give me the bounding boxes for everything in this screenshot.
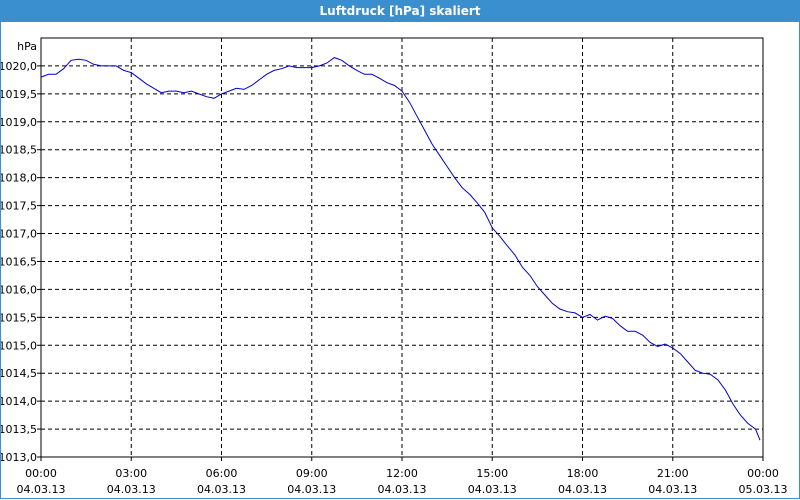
x-tick-date-label: 05.03.13 (739, 483, 788, 496)
x-tick-date-label: 04.03.13 (468, 483, 517, 496)
x-tick-date-label: 04.03.13 (197, 483, 246, 496)
series-group (40, 57, 761, 441)
y-tick-label: 1018,5 (1, 144, 37, 157)
x-tick-time-label: 09:00 (296, 467, 328, 480)
plot-border (40, 37, 764, 458)
x-tick-date-label: 04.03.13 (378, 483, 427, 496)
y-tick-label: 1020,0 (1, 60, 37, 73)
plot-area (41, 38, 763, 457)
y-tick-label: 1016,5 (1, 255, 37, 268)
y-axis-unit: hPa (17, 40, 37, 53)
y-tick-label: 1014,0 (1, 395, 37, 408)
y-tick-label: 1018,0 (1, 172, 37, 185)
y-tick-label: 1013,5 (1, 423, 37, 436)
y-tick-label: 1017,5 (1, 200, 37, 213)
y-tick-label: 1016,0 (1, 283, 37, 296)
x-tick-time-label: 03:00 (115, 467, 147, 480)
x-tick-date-label: 04.03.13 (558, 483, 607, 496)
y-tick-label: 1019,5 (1, 88, 37, 101)
x-tick-time-label: 21:00 (657, 467, 689, 480)
pressure-chart: hPa 1013,0 1013,5 1014,0 1014,5 1015,0 1015,5… (1, 37, 788, 496)
x-tick-time-label: 18:00 (567, 467, 599, 480)
axes (37, 37, 764, 461)
x-tick-date-label: 04.03.13 (17, 483, 66, 496)
x-tick-labels: 00:00 04.03.13 03:00 04.03.13 06:00 04.03.13 0… (17, 467, 788, 496)
y-tick-label: 1014,5 (1, 367, 37, 380)
y-tick-label: 1017,0 (1, 228, 37, 241)
x-tick-date-label: 04.03.13 (107, 483, 156, 496)
x-tick-time-label: 15:00 (476, 467, 508, 480)
y-tick-label: 1019,0 (1, 116, 37, 129)
y-tick-label: 1013,0 (1, 451, 37, 464)
y-tick-labels: 1013,0 1013,5 1014,0 1014,5 1015,0 1015,5 1016… (1, 60, 37, 464)
x-tick-time-label: 06:00 (206, 467, 238, 480)
series-line (40, 57, 761, 441)
chart-frame: hPa 1013,0 1013,5 1014,0 1014,5 1015,0 1015,5… (0, 22, 800, 499)
x-tick-time-label: 00:00 (747, 467, 779, 480)
grid-lines (41, 38, 763, 458)
x-tick-time-label: 12:00 (386, 467, 418, 480)
x-tick-date-label: 04.03.13 (287, 483, 336, 496)
y-tick-label: 1015,5 (1, 311, 37, 324)
x-tick-date-label: 04.03.13 (648, 483, 697, 496)
x-tick-time-label: 00:00 (25, 467, 57, 480)
y-tick-label: 1015,0 (1, 339, 37, 352)
chart-title: Luftdruck [hPa] skaliert (0, 0, 800, 22)
